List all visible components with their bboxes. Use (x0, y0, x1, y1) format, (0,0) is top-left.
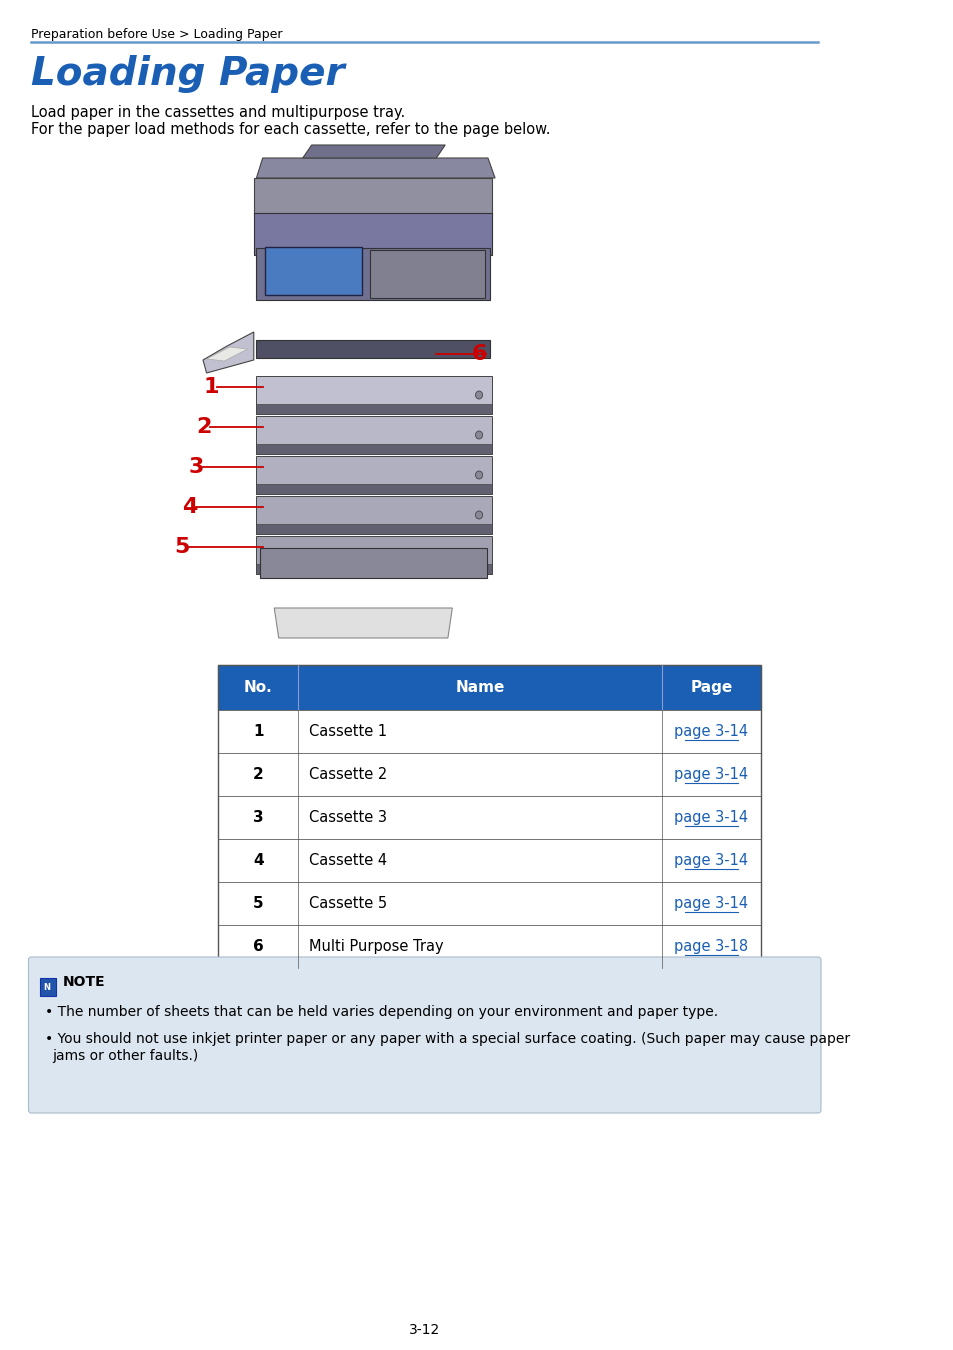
Text: No.: No. (244, 680, 273, 695)
Bar (256, 495, 492, 535)
Text: page 3-14: page 3-14 (674, 896, 748, 911)
Bar (218, 925, 760, 968)
Bar (256, 404, 492, 414)
Text: Loading Paper: Loading Paper (31, 55, 344, 93)
Text: 3: 3 (253, 810, 263, 825)
Bar (218, 882, 760, 925)
Text: page 3-14: page 3-14 (674, 810, 748, 825)
Text: 5: 5 (253, 896, 263, 911)
Bar (256, 340, 489, 358)
Text: page 3-18: page 3-18 (674, 940, 748, 954)
Circle shape (475, 431, 482, 439)
Text: Cassette 3: Cassette 3 (309, 810, 387, 825)
Text: • You should not use inkjet printer paper or any paper with a special surface co: • You should not use inkjet printer pape… (45, 1031, 849, 1046)
Bar (256, 536, 492, 574)
Circle shape (475, 471, 482, 479)
Bar (256, 456, 492, 494)
Bar (218, 753, 760, 796)
Text: 1: 1 (253, 724, 263, 738)
FancyBboxPatch shape (29, 957, 821, 1112)
Text: 6: 6 (472, 344, 487, 364)
Polygon shape (302, 144, 445, 158)
Bar (256, 416, 492, 454)
Bar (369, 250, 485, 298)
Bar (218, 666, 760, 968)
Text: Load paper in the cassettes and multipurpose tray.: Load paper in the cassettes and multipur… (31, 105, 405, 120)
Polygon shape (274, 608, 452, 639)
Text: N: N (44, 983, 51, 991)
Bar (265, 247, 361, 296)
Text: Page: Page (690, 680, 732, 695)
Text: page 3-14: page 3-14 (674, 767, 748, 782)
Text: Multi Purpose Tray: Multi Purpose Tray (309, 940, 443, 954)
Circle shape (475, 392, 482, 400)
Bar (40, 977, 56, 996)
Bar (256, 444, 492, 454)
Text: 2: 2 (195, 417, 211, 437)
Bar (256, 524, 492, 535)
Text: For the paper load methods for each cassette, refer to the page below.: For the paper load methods for each cass… (31, 122, 550, 136)
Bar (256, 377, 492, 414)
Bar (260, 548, 487, 578)
Text: 4: 4 (181, 497, 197, 517)
Text: Cassette 5: Cassette 5 (309, 896, 387, 911)
Text: Cassette 1: Cassette 1 (309, 724, 387, 738)
Bar (218, 796, 760, 838)
Circle shape (475, 512, 482, 518)
Text: jams or other faults.): jams or other faults.) (52, 1049, 198, 1062)
Polygon shape (207, 347, 247, 360)
Polygon shape (203, 332, 253, 373)
Text: 3: 3 (189, 458, 204, 477)
Text: 4: 4 (253, 853, 263, 868)
Circle shape (475, 551, 482, 559)
Text: page 3-14: page 3-14 (674, 724, 748, 738)
Polygon shape (256, 158, 495, 178)
Text: 5: 5 (174, 537, 190, 558)
Bar (253, 213, 492, 255)
Bar (218, 710, 760, 753)
Text: 3-12: 3-12 (409, 1323, 440, 1336)
Text: Cassette 2: Cassette 2 (309, 767, 387, 782)
Bar (253, 178, 492, 215)
Text: 2: 2 (253, 767, 263, 782)
Text: NOTE: NOTE (63, 975, 106, 990)
Text: Name: Name (455, 680, 504, 695)
Text: page 3-14: page 3-14 (674, 853, 748, 868)
Text: Cassette 4: Cassette 4 (309, 853, 387, 868)
Text: Preparation before Use > Loading Paper: Preparation before Use > Loading Paper (31, 28, 282, 40)
Bar (256, 564, 492, 574)
Bar (218, 666, 760, 710)
Text: 6: 6 (253, 940, 263, 954)
Text: 1: 1 (203, 377, 218, 397)
Bar (256, 248, 489, 300)
Text: • The number of sheets that can be held varies depending on your environment and: • The number of sheets that can be held … (45, 1004, 717, 1019)
Bar (256, 485, 492, 494)
Bar (218, 838, 760, 882)
